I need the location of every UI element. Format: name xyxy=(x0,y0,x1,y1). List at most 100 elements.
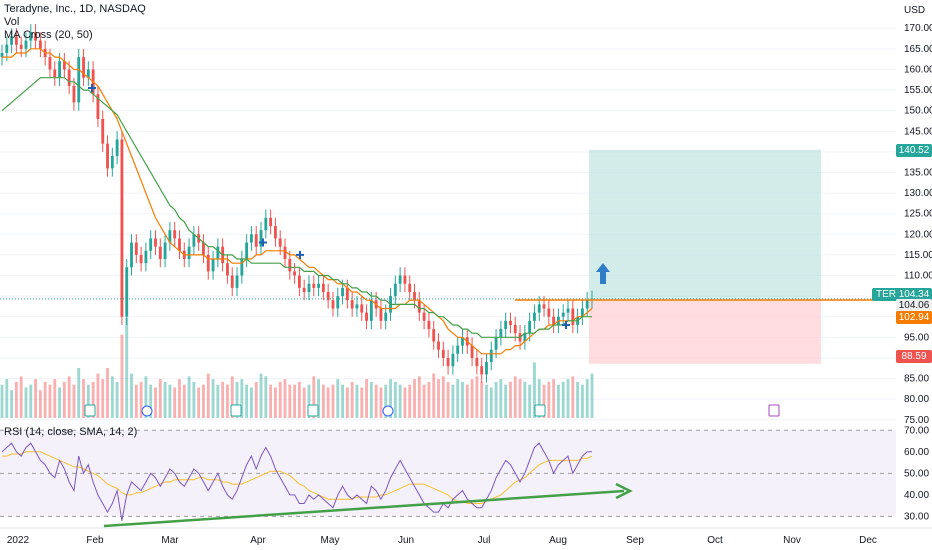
volume-bar xyxy=(590,373,594,418)
ma-cross-legend[interactable]: MA Cross (20, 50) xyxy=(4,29,93,41)
candle-body xyxy=(110,156,114,169)
volume-bar xyxy=(494,381,498,418)
volume-bar xyxy=(163,381,167,418)
price-axis-label: 135.00 xyxy=(904,167,932,178)
candle-body xyxy=(408,283,412,292)
volume-bar xyxy=(29,384,33,418)
candle-body xyxy=(269,217,273,227)
candle-body xyxy=(513,324,517,334)
candle-body xyxy=(168,230,172,243)
candle-body xyxy=(283,246,287,260)
volume-bar xyxy=(125,318,129,418)
volume-bar xyxy=(475,376,479,418)
volume-bar xyxy=(417,376,421,418)
volume-legend[interactable]: Vol xyxy=(4,16,20,28)
volume-bar xyxy=(259,373,263,418)
candle-body xyxy=(580,308,584,317)
volume-bar xyxy=(264,376,268,418)
volume-bar xyxy=(312,376,316,418)
volume-bar xyxy=(374,384,378,418)
volume-bar xyxy=(451,384,455,418)
price-axis-label: 165.00 xyxy=(904,44,932,55)
volume-bar xyxy=(182,384,186,418)
volume-bar xyxy=(302,387,306,418)
candle-body xyxy=(585,300,589,309)
volume-bar xyxy=(120,334,124,418)
volume-bar xyxy=(556,384,560,418)
candle-body xyxy=(336,296,340,309)
volume-bar xyxy=(192,381,196,418)
candle-body xyxy=(53,69,57,78)
volume-bar xyxy=(576,381,580,418)
dividend-marker xyxy=(382,405,394,417)
volume-bar xyxy=(542,384,546,418)
candle-body xyxy=(24,40,28,49)
volume-bar xyxy=(485,384,488,418)
time-axis-label: Sep xyxy=(626,535,644,546)
volume-bar xyxy=(461,381,464,418)
volume-bar xyxy=(278,381,282,418)
candle-body xyxy=(187,246,191,260)
candle-body xyxy=(5,44,9,53)
volume-bar xyxy=(216,384,220,418)
candle-body xyxy=(393,283,397,297)
candle-body xyxy=(273,226,277,239)
volume-bar xyxy=(571,376,575,418)
price-axis-label: 155.00 xyxy=(904,85,932,96)
volume-bar xyxy=(566,379,570,418)
breakout-up-arrow xyxy=(596,263,610,284)
volume-bar xyxy=(585,379,589,418)
volume-bar xyxy=(513,376,517,418)
candle-body xyxy=(67,69,71,86)
currency-label: USD xyxy=(904,5,926,16)
volume-bar xyxy=(77,368,81,418)
candle-body xyxy=(456,345,460,354)
candle-body xyxy=(331,300,335,309)
volume-bar xyxy=(10,390,14,418)
time-axis-label: Mar xyxy=(161,535,179,546)
time-axis[interactable]: 2022 Feb Mar Apr May Jun Jul Aug Sep Oct Nov Dec xyxy=(0,527,932,546)
candle-body xyxy=(245,242,249,260)
candle-body xyxy=(144,250,148,264)
candle-body xyxy=(427,320,431,330)
candle-body xyxy=(125,267,129,317)
moving-averages xyxy=(1,48,593,355)
candle-body xyxy=(158,246,162,260)
candle-body xyxy=(230,275,234,288)
volume-bar xyxy=(158,379,162,418)
time-axis-label: 2022 xyxy=(7,535,30,546)
rsi-axis[interactable]: 30.00 40.00 50.00 60.00 70.00 xyxy=(904,425,929,522)
volume-bar xyxy=(14,381,18,418)
candle-body xyxy=(345,287,349,301)
candle-body xyxy=(571,308,575,325)
price-axis[interactable]: 75.0080.0085.0090.0095.00100.00105.00110… xyxy=(904,23,932,426)
volume-bar xyxy=(441,376,445,418)
candle-body xyxy=(552,316,556,325)
candle-body xyxy=(403,275,407,284)
volume-bar xyxy=(509,381,512,418)
volume-bar xyxy=(446,381,450,418)
time-axis-label: Dec xyxy=(859,535,877,546)
candle-body xyxy=(475,357,479,367)
volume-bar xyxy=(206,373,210,418)
volume-bar xyxy=(34,379,38,418)
volume-bar xyxy=(115,381,119,418)
candle-body xyxy=(14,36,18,45)
volume-bar xyxy=(96,373,100,418)
candle-body xyxy=(77,57,81,103)
candle-body xyxy=(509,320,512,325)
candle-body xyxy=(120,139,124,317)
current-price-tag: 104.34 xyxy=(896,288,932,301)
candle-body xyxy=(139,254,143,264)
candle-body xyxy=(192,234,196,247)
volume-bar xyxy=(360,387,364,418)
volume-bar xyxy=(537,379,541,418)
time-axis-label: Feb xyxy=(86,535,104,546)
time-axis-label: Apr xyxy=(250,535,266,546)
candle-body xyxy=(19,44,23,49)
volume-bar xyxy=(240,379,244,418)
symbol-title[interactable]: Teradyne, Inc., 1D, NASDAQ xyxy=(4,3,146,15)
rsi-legend[interactable]: RSI (14, close, SMA, 14, 2) xyxy=(4,426,138,438)
volume-bar xyxy=(235,381,239,418)
